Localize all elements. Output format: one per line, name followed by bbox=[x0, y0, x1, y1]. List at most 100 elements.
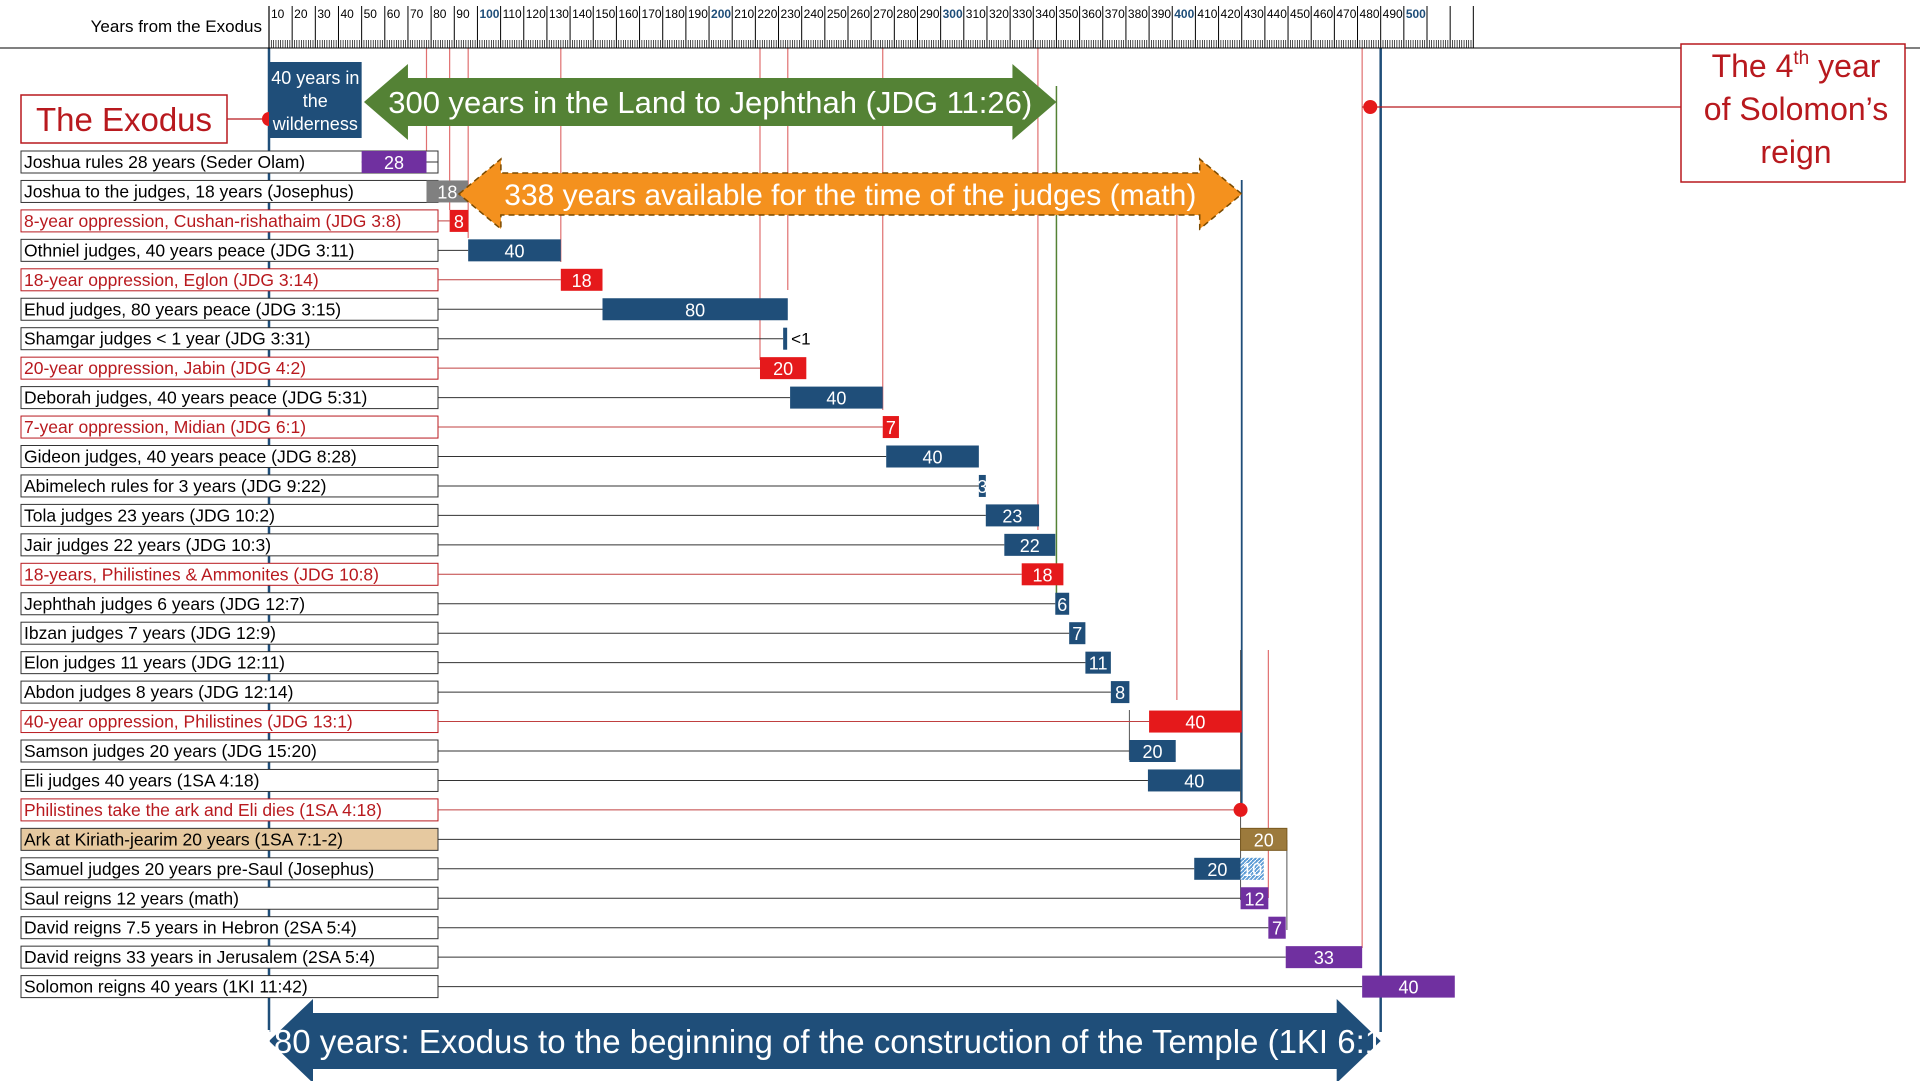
axis-tick-label: 180 bbox=[665, 7, 685, 21]
bar-label: 7 bbox=[1072, 624, 1082, 644]
axis-tick-label: 370 bbox=[1105, 7, 1125, 21]
axis-tick-label: 220 bbox=[757, 7, 777, 21]
row-label: David reigns 33 years in Jerusalem (2SA … bbox=[24, 947, 375, 967]
axis-tick-label: 100 bbox=[479, 7, 499, 21]
row-label: Deborah judges, 40 years peace (JDG 5:31… bbox=[24, 388, 367, 408]
bar bbox=[886, 445, 979, 468]
row-label: 18-year oppression, Eglon (JDG 3:14) bbox=[24, 270, 319, 290]
axis-tick-label: 480 bbox=[1360, 7, 1380, 21]
axis-tick-label: 290 bbox=[919, 7, 939, 21]
bar-label: 40 bbox=[1184, 771, 1204, 791]
row-label: Abdon judges 8 years (JDG 12:14) bbox=[24, 682, 293, 702]
bar-label: 18 bbox=[437, 182, 457, 202]
bar bbox=[1194, 857, 1241, 880]
bar-label: 20 bbox=[773, 359, 793, 379]
bar bbox=[1285, 946, 1363, 969]
axis-title: Years from the Exodus bbox=[91, 17, 262, 36]
row-label: 40-year oppression, Philistines (JDG 13:… bbox=[24, 712, 353, 732]
solomon-callout-line1: The 4th year bbox=[1712, 48, 1881, 84]
year-axis: Years from the Exodus 10 20 30 40 50 60 70 80 90… bbox=[0, 6, 1920, 49]
bar-label: 40 bbox=[504, 241, 524, 261]
bar-label: 33 bbox=[1314, 948, 1334, 968]
exodus-callout-box bbox=[20, 94, 228, 144]
row-label: Joshua to the judges, 18 years (Josephus… bbox=[24, 181, 354, 201]
row-label: Jephthah judges 6 years (JDG 12:7) bbox=[24, 594, 305, 614]
bar-label: 22 bbox=[1020, 536, 1040, 556]
bar bbox=[759, 357, 807, 380]
axis-tick-label: 90 bbox=[456, 7, 470, 21]
solomon-callout-line3: reign bbox=[1760, 134, 1831, 170]
axis-tick-label: 400 bbox=[1174, 7, 1194, 21]
green-arrow-shape bbox=[363, 64, 1057, 140]
row-label: Othniel judges, 40 years peace (JDG 3:11… bbox=[24, 240, 354, 260]
blue-arrow-label: 480 years: Exodus to the beginning of th… bbox=[256, 1023, 1395, 1060]
row-label: 7-year oppression, Midian (JDG 6:1) bbox=[24, 417, 306, 437]
bar-label: 23 bbox=[1002, 506, 1022, 526]
axis-tick-label: 380 bbox=[1128, 7, 1148, 21]
bar-extra-label: 10 bbox=[1242, 860, 1262, 880]
bar bbox=[1021, 563, 1064, 586]
axis-tick-label: 60 bbox=[387, 7, 401, 21]
bar bbox=[1362, 975, 1455, 998]
bar bbox=[1149, 710, 1242, 733]
axis-tick-label: 390 bbox=[1151, 7, 1171, 21]
bar bbox=[426, 180, 469, 203]
axis-tick-label: 70 bbox=[410, 7, 424, 21]
axis-tick-label: 110 bbox=[503, 7, 522, 21]
wilderness-label: wilderness bbox=[272, 114, 358, 134]
row-label: Gideon judges, 40 years peace (JDG 8:28) bbox=[24, 447, 357, 467]
overlay-arrows: 40 years in the wilderness 300 years in the… bbox=[227, 62, 1681, 1081]
bar bbox=[1055, 592, 1070, 615]
bar bbox=[978, 474, 986, 497]
axis-tick-label: 470 bbox=[1336, 7, 1356, 21]
axis-tick-label: 340 bbox=[1035, 7, 1055, 21]
orange-arrow-shape bbox=[457, 157, 1243, 231]
bar bbox=[1240, 827, 1288, 851]
solomon-dot bbox=[1363, 100, 1378, 114]
bar-label: 20 bbox=[1207, 860, 1227, 880]
bar-label: 12 bbox=[1244, 889, 1264, 909]
axis-tick-label: 50 bbox=[364, 7, 378, 21]
bar bbox=[449, 209, 469, 232]
bar-label: 40 bbox=[1398, 978, 1418, 998]
axis-tick-label: 260 bbox=[850, 7, 870, 21]
solomon-callout-line2: of Solomon’s bbox=[1704, 91, 1888, 127]
row-label: Jair judges 22 years (JDG 10:3) bbox=[24, 535, 271, 555]
axis-tick-label: 410 bbox=[1197, 7, 1217, 21]
row-label: Solomon reigns 40 years (1KI 11:42) bbox=[24, 977, 308, 997]
axis-tick-label: 150 bbox=[595, 7, 615, 21]
bar bbox=[602, 298, 788, 321]
bar bbox=[882, 416, 899, 439]
exodus-callout-text: The Exodus bbox=[36, 101, 212, 138]
bar-label: 20 bbox=[1143, 742, 1163, 762]
solomon-callout: The 4th year of Solomon’s reign bbox=[1680, 43, 1906, 183]
bar bbox=[1240, 887, 1269, 910]
axis-tick-label: 130 bbox=[549, 7, 569, 21]
row-label: 8-year oppression, Cushan-rishathaim (JD… bbox=[24, 211, 401, 231]
axis-tick-label: 140 bbox=[572, 7, 592, 21]
axis-tick-label: 280 bbox=[896, 7, 916, 21]
axis-tick-label: 240 bbox=[804, 7, 824, 21]
row-label: Ark at Kiriath-jearim 20 years (1SA 7:1-… bbox=[24, 829, 343, 849]
bar bbox=[361, 151, 427, 173]
bar bbox=[790, 386, 883, 409]
row-label: 20-year oppression, Jabin (JDG 4:2) bbox=[24, 358, 306, 378]
axis-tick-label: 460 bbox=[1313, 7, 1333, 21]
axis-tick-label: 30 bbox=[317, 7, 331, 21]
axis-tick-label: 430 bbox=[1244, 7, 1264, 21]
event-dot bbox=[1233, 802, 1248, 817]
axis-tick-label: 450 bbox=[1290, 7, 1310, 21]
bar bbox=[1085, 651, 1111, 674]
bar bbox=[1147, 769, 1241, 792]
axis-tick-label: 250 bbox=[827, 7, 847, 21]
bar-label: 28 bbox=[384, 153, 404, 173]
bar-label: 3 bbox=[977, 477, 987, 497]
row-label: Saul reigns 12 years (math) bbox=[24, 888, 239, 908]
bar-label: 40 bbox=[1185, 713, 1205, 733]
row-label: Joshua rules 28 years (Seder Olam) bbox=[24, 152, 305, 172]
bar-label: 7 bbox=[886, 418, 896, 438]
bar-label: <1 bbox=[791, 330, 810, 349]
bar-label: 80 bbox=[685, 300, 705, 320]
bar bbox=[1268, 916, 1286, 939]
bar-label: 18 bbox=[1033, 565, 1053, 585]
